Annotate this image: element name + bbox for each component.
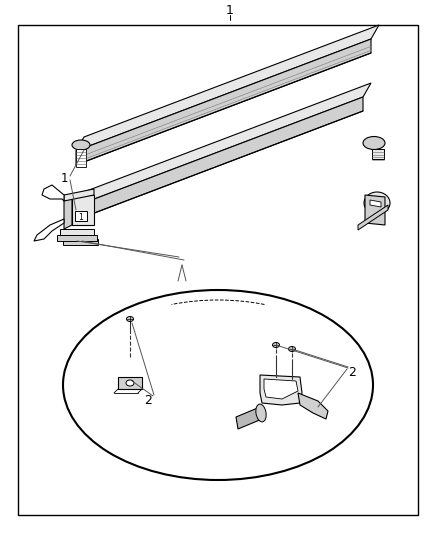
- Ellipse shape: [364, 192, 390, 214]
- Ellipse shape: [63, 290, 373, 480]
- Text: 1: 1: [79, 213, 83, 222]
- Polygon shape: [372, 149, 384, 159]
- Polygon shape: [68, 97, 363, 223]
- Polygon shape: [72, 195, 94, 225]
- Text: 1: 1: [226, 4, 234, 18]
- Polygon shape: [68, 83, 371, 209]
- Ellipse shape: [72, 140, 90, 150]
- Polygon shape: [260, 375, 302, 405]
- Polygon shape: [76, 39, 371, 165]
- Ellipse shape: [272, 343, 279, 348]
- Text: 2: 2: [348, 367, 356, 379]
- Polygon shape: [236, 407, 262, 429]
- Polygon shape: [42, 185, 64, 201]
- Ellipse shape: [289, 346, 296, 351]
- Polygon shape: [64, 195, 72, 229]
- Text: 2: 2: [144, 394, 152, 408]
- Ellipse shape: [126, 380, 134, 386]
- Polygon shape: [64, 189, 94, 201]
- Polygon shape: [75, 211, 87, 221]
- Polygon shape: [118, 377, 142, 389]
- Polygon shape: [358, 205, 388, 230]
- Polygon shape: [76, 25, 379, 151]
- Polygon shape: [63, 239, 98, 245]
- Polygon shape: [365, 195, 385, 225]
- Polygon shape: [264, 379, 298, 399]
- Polygon shape: [57, 235, 97, 241]
- Ellipse shape: [363, 136, 385, 149]
- Polygon shape: [34, 219, 64, 241]
- Ellipse shape: [256, 404, 266, 422]
- Polygon shape: [60, 229, 94, 235]
- Polygon shape: [370, 200, 381, 207]
- Text: 1: 1: [60, 172, 68, 184]
- Ellipse shape: [127, 317, 134, 321]
- Polygon shape: [76, 149, 86, 167]
- Polygon shape: [298, 393, 328, 419]
